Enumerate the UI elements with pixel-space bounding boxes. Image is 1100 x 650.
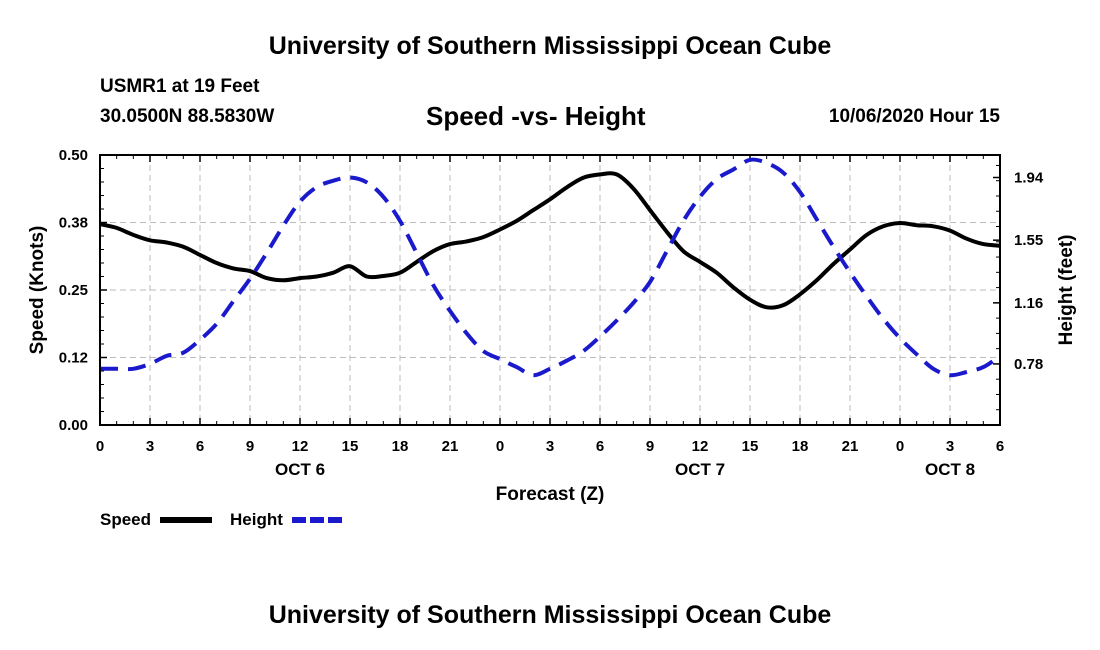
data-series <box>99 157 1002 378</box>
plot-title: Speed -vs- Height <box>426 101 646 131</box>
x-tick-label: 0 <box>496 438 504 455</box>
y-left-tick-labels: 0.00 0.12 0.25 0.38 0.50 <box>59 147 88 434</box>
y-left-tick-label: 0.50 <box>59 147 88 164</box>
y-left-tick-label: 0.00 <box>59 417 88 434</box>
day-labels: OCT 6 OCT 7 OCT 8 <box>275 460 975 479</box>
day-label: OCT 7 <box>675 460 725 479</box>
y-right-tick-labels: 0.78 1.16 1.55 1.94 <box>1014 170 1044 373</box>
x-tick-label: 3 <box>146 438 154 455</box>
x-tick-label: 0 <box>96 438 104 455</box>
x-tick-label: 6 <box>596 438 604 455</box>
x-tick-label: 21 <box>842 438 859 455</box>
legend-label-speed: Speed <box>100 510 151 529</box>
x-tick-label: 9 <box>246 438 254 455</box>
y-right-axis-label: Height (feet) <box>1056 235 1077 346</box>
x-tick-label: 9 <box>646 438 654 455</box>
forecast-timestamp: 10/06/2020 Hour 15 <box>828 106 1000 127</box>
x-tick-label: 0 <box>896 438 904 455</box>
y-left-tick-label: 0.38 <box>59 215 88 232</box>
height-series-line <box>99 157 1002 378</box>
legend-label-height: Height <box>230 510 283 529</box>
x-tick-label: 15 <box>742 438 759 455</box>
y-left-tick-label: 0.12 <box>59 350 88 367</box>
x-tick-label: 6 <box>196 438 204 455</box>
x-tick-label: 6 <box>996 438 1004 455</box>
page-title: University of Southern Mississippi Ocean… <box>268 32 832 60</box>
y-left-tick-label: 0.25 <box>59 282 88 299</box>
x-tick-labels: 0 3 6 9 12 15 18 21 0 3 6 9 12 15 18 21 0 3 6 <box>96 438 1004 455</box>
x-tick-label: 18 <box>392 438 409 455</box>
day-label: OCT 8 <box>925 460 975 479</box>
footer-title: University of Southern Mississippi Ocean… <box>268 601 832 629</box>
x-tick-label: 3 <box>946 438 954 455</box>
station-coordinates: 30.0500N 88.5830W <box>100 106 275 127</box>
x-tick-label: 18 <box>792 438 809 455</box>
speed-series-line <box>99 171 1001 310</box>
legend: Speed Height <box>100 510 342 529</box>
y-left-axis-label: Speed (Knots) <box>27 226 48 355</box>
x-tick-label: 12 <box>292 438 309 455</box>
day-label: OCT 6 <box>275 460 325 479</box>
x-tick-label: 12 <box>692 438 709 455</box>
y-right-tick-label: 1.16 <box>1014 295 1043 312</box>
plot-frame <box>99 154 1001 426</box>
y-right-tick-label: 1.94 <box>1014 170 1044 187</box>
x-tick-label: 15 <box>342 438 359 455</box>
grid-lines <box>100 155 1000 425</box>
x-tick-label: 3 <box>546 438 554 455</box>
y-right-tick-label: 1.55 <box>1014 232 1043 249</box>
x-axis-label: Forecast (Z) <box>496 484 605 505</box>
station-label: USMR1 at 19 Feet <box>100 76 260 97</box>
y-right-tick-label: 0.78 <box>1014 356 1043 373</box>
x-tick-label: 21 <box>442 438 459 455</box>
